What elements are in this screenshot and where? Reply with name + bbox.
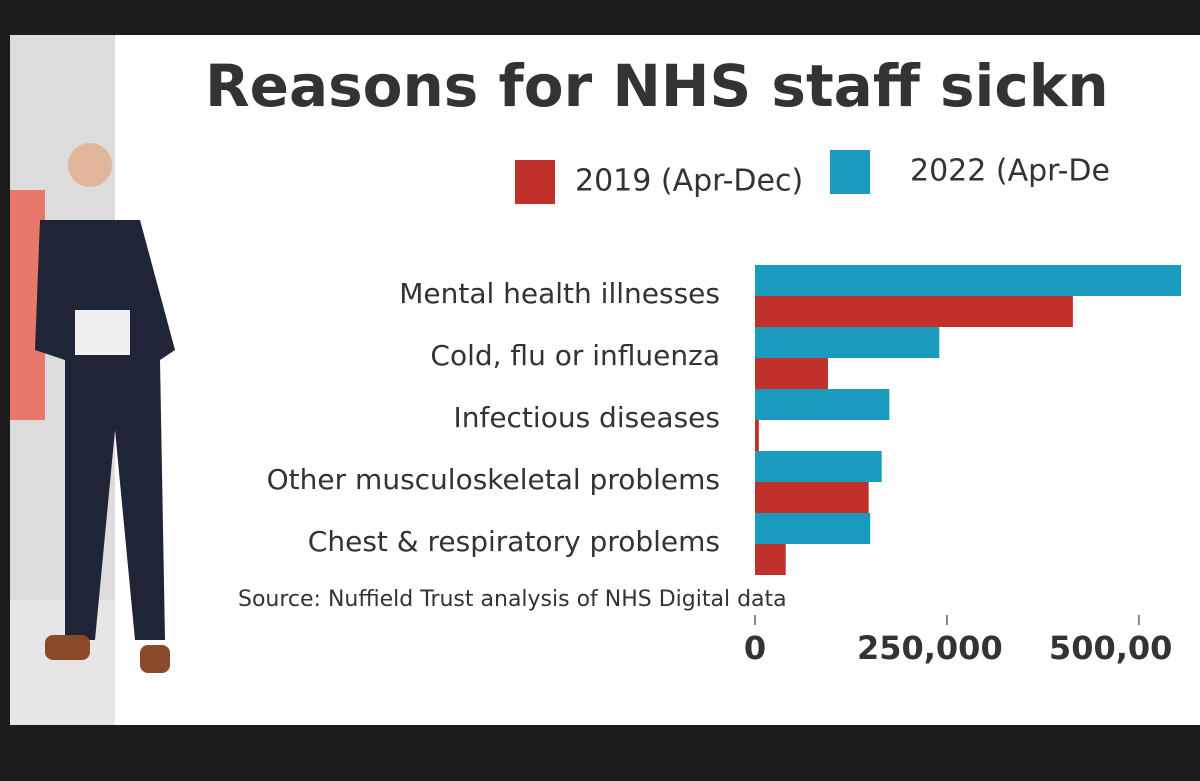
bar bbox=[755, 265, 1182, 296]
presenter-head bbox=[68, 143, 112, 187]
presenter-suit bbox=[35, 220, 175, 640]
x-tick-label: 0 bbox=[744, 629, 766, 667]
category-label: Mental health illnesses bbox=[399, 277, 720, 310]
legend-swatch bbox=[830, 150, 870, 194]
bar bbox=[755, 420, 759, 451]
presenter-shoe bbox=[140, 645, 170, 673]
bar bbox=[755, 544, 786, 575]
chart-title: Reasons for NHS staff sickn bbox=[205, 52, 1109, 120]
bar bbox=[755, 451, 882, 482]
bar bbox=[755, 296, 1073, 327]
category-label: Other musculoskeletal problems bbox=[267, 463, 720, 496]
bar bbox=[755, 358, 828, 389]
presenter-notes bbox=[75, 310, 130, 355]
legend-label: 2022 (Apr-De bbox=[910, 154, 1110, 189]
category-label: Infectious diseases bbox=[453, 401, 720, 434]
category-label: Cold, flu or influenza bbox=[430, 339, 720, 372]
legend-swatch bbox=[515, 160, 555, 204]
legend-label: 2019 (Apr-Dec) bbox=[575, 164, 803, 199]
presenter bbox=[35, 143, 175, 673]
source-note: Source: Nuffield Trust analysis of NHS D… bbox=[238, 587, 787, 612]
bar bbox=[755, 513, 871, 544]
presenter-shoe bbox=[45, 635, 90, 660]
bar bbox=[755, 327, 940, 358]
x-tick-label: 500,00 bbox=[1049, 629, 1172, 667]
chart-panel bbox=[115, 35, 1200, 725]
bar bbox=[755, 482, 869, 513]
bar bbox=[755, 389, 890, 420]
category-label: Chest & respiratory problems bbox=[308, 525, 720, 558]
x-tick-label: 250,000 bbox=[857, 629, 1003, 667]
